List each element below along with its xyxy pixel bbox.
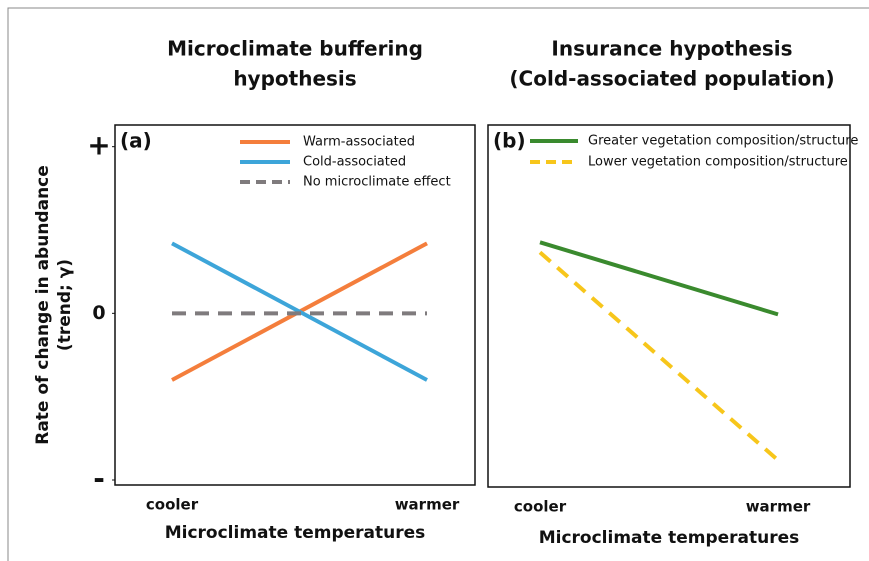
x-tick-label: warmer bbox=[746, 498, 811, 516]
panel-label: (a) bbox=[120, 129, 152, 153]
x-tick-label: cooler bbox=[514, 498, 567, 516]
chart-title: hypothesis bbox=[233, 67, 356, 91]
plot-frame bbox=[487, 124, 851, 488]
frame bbox=[7, 7, 869, 561]
series-line bbox=[539, 240, 779, 317]
x-axis-label: Microclimate temperatures bbox=[539, 528, 800, 548]
chart-title: (Cold-associated population) bbox=[509, 67, 834, 91]
legend-label: Warm-associated bbox=[303, 135, 415, 150]
legend-label: Lower vegetation composition/structure bbox=[588, 155, 848, 170]
y-tick-label: - bbox=[93, 462, 105, 495]
y-axis-label-line: Rate of change in abundance bbox=[33, 165, 53, 445]
y-tick-label: + bbox=[87, 129, 110, 162]
chart-title: Insurance hypothesis bbox=[551, 37, 792, 61]
y-axis-label: Rate of change in abundance (trend; γ) bbox=[33, 165, 75, 445]
x-tick-label: warmer bbox=[395, 496, 460, 514]
series-line bbox=[538, 250, 780, 462]
x-tick-label: cooler bbox=[146, 496, 199, 514]
legend-label: No microclimate effect bbox=[303, 175, 451, 190]
y-axis-label-line: (trend; γ) bbox=[55, 259, 75, 351]
legend-label: Cold-associated bbox=[303, 155, 406, 170]
chart-title: Microclimate buffering bbox=[167, 37, 423, 61]
x-axis-label: Microclimate temperatures bbox=[165, 523, 426, 543]
y-tick-label: 0 bbox=[92, 302, 105, 324]
legend-label: Greater vegetation composition/structure bbox=[588, 134, 858, 149]
plot-frame bbox=[114, 124, 476, 486]
panel-label: (b) bbox=[493, 129, 526, 153]
